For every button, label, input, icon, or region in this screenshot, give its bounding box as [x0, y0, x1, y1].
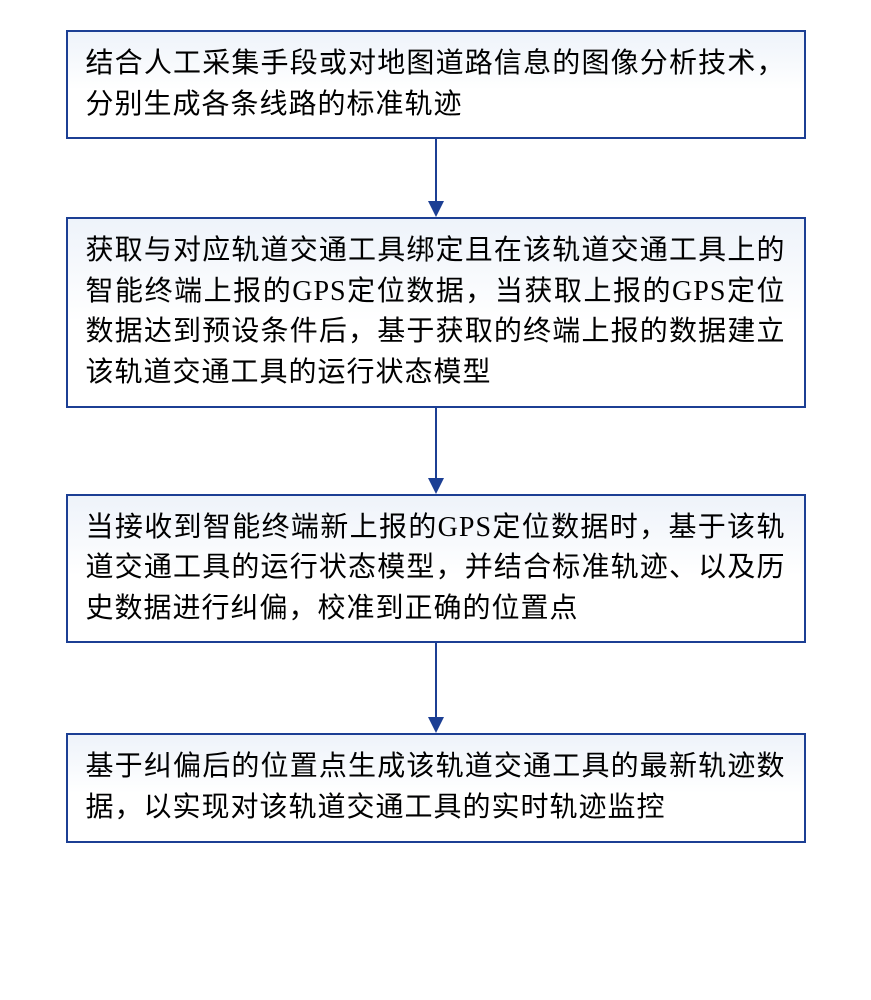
flow-node-1: 结合人工采集手段或对地图道路信息的图像分析技术，分别生成各条线路的标准轨迹 [66, 30, 806, 139]
flow-node-2: 获取与对应轨道交通工具绑定且在该轨道交通工具上的智能终端上报的GPS定位数据，当… [66, 217, 806, 407]
flow-node-4: 基于纠偏后的位置点生成该轨道交通工具的最新轨迹数据，以实现对该轨道交通工具的实时… [66, 733, 806, 842]
flowchart-container: 结合人工采集手段或对地图道路信息的图像分析技术，分别生成各条线路的标准轨迹 获取… [0, 0, 871, 1000]
arrow-1 [424, 139, 448, 217]
flow-node-3: 当接收到智能终端新上报的GPS定位数据时，基于该轨道交通工具的运行状态模型，并结… [66, 494, 806, 644]
arrow-3 [424, 643, 448, 733]
arrow-2 [424, 408, 448, 494]
